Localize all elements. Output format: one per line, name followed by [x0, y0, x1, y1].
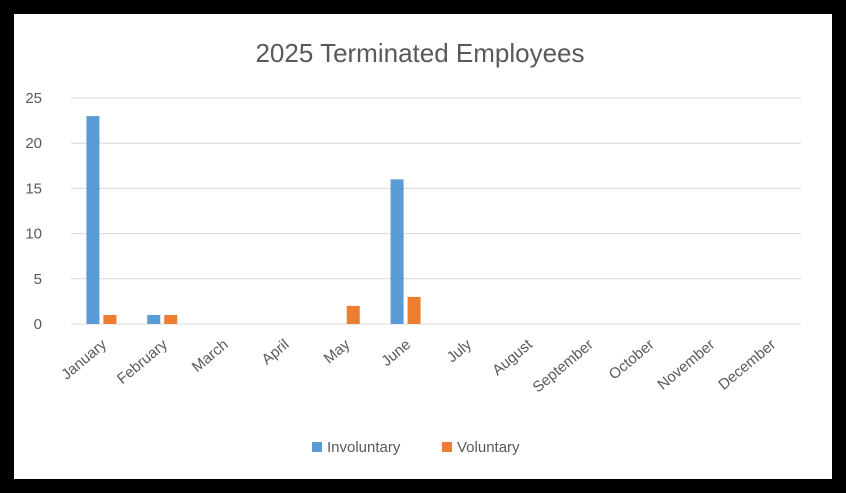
legend: Involuntary Voluntary — [312, 439, 520, 456]
bar-involuntary-june — [390, 179, 404, 324]
legend-swatch-involuntary — [312, 442, 322, 452]
bar-voluntary-january — [103, 314, 117, 324]
y-tick-label: 15 — [25, 180, 42, 197]
x-tick-label: December — [715, 336, 779, 394]
y-axis-ticks: 0 5 10 15 20 25 — [25, 90, 42, 333]
x-tick-label: August — [489, 336, 536, 380]
legend-swatch-voluntary — [442, 442, 452, 452]
bar-involuntary-january — [86, 116, 100, 324]
x-axis-ticks: January February March April May June July Augu… — [58, 336, 779, 397]
y-tick-label: 20 — [25, 135, 42, 152]
x-tick-label: May — [321, 336, 354, 368]
gridlines — [71, 97, 801, 325]
x-tick-label: November — [654, 336, 718, 394]
x-tick-label: January — [58, 336, 110, 384]
bar-voluntary-june — [407, 296, 421, 324]
legend-label-voluntary: Voluntary — [457, 439, 520, 456]
y-tick-label: 0 — [34, 316, 42, 333]
bar-involuntary-february — [147, 314, 161, 324]
x-tick-label: February — [114, 336, 171, 388]
bar-voluntary-february — [164, 314, 178, 324]
x-tick-label: September — [530, 336, 597, 396]
bar-voluntary-may — [346, 305, 360, 324]
x-tick-label: April — [259, 336, 293, 368]
y-tick-label: 10 — [25, 226, 42, 243]
bars — [86, 116, 421, 324]
y-tick-label: 25 — [25, 90, 42, 107]
chart-title: 2025 Terminated Employees — [255, 38, 584, 68]
x-tick-label: October — [606, 336, 658, 383]
x-tick-label: March — [189, 336, 232, 376]
legend-label-involuntary: Involuntary — [327, 439, 401, 456]
x-tick-label: July — [444, 336, 476, 366]
x-tick-label: June — [378, 336, 414, 370]
chart-area: 2025 Terminated Employees 0 5 10 15 20 25 Jan… — [14, 14, 832, 479]
chart-svg: 2025 Terminated Employees 0 5 10 15 20 25 Jan… — [25, 38, 801, 456]
y-tick-label: 5 — [34, 271, 42, 288]
